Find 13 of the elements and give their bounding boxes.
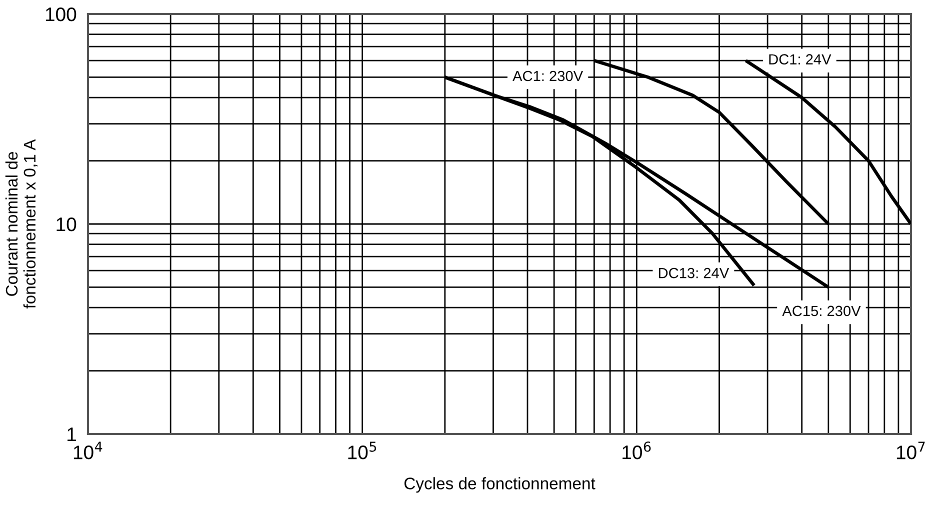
y-axis-title: Courant nominal de fonctionnement x 0,1 A [5, 139, 38, 309]
y-tick-label: 100 [46, 7, 76, 22]
x-tick-label: 10$^{7}$ [896, 442, 925, 460]
x-tick-label: 10$^{4}$ [74, 442, 102, 460]
series-label: DC13: 24V [658, 268, 730, 278]
series-label: AC1: 230V [512, 70, 583, 82]
series-label: DC1: 24V [769, 54, 832, 65]
x-tick-label: 10$^{5}$ [348, 442, 376, 460]
y-tick-label: 1 [68, 428, 76, 442]
y-tick-label: 10 [56, 217, 76, 232]
x-axis-title: Cycles de fonctionnement [404, 477, 596, 493]
x-tick-label: 10$^{6}$ [622, 442, 651, 460]
series-label: AC15: 230V [782, 306, 861, 316]
